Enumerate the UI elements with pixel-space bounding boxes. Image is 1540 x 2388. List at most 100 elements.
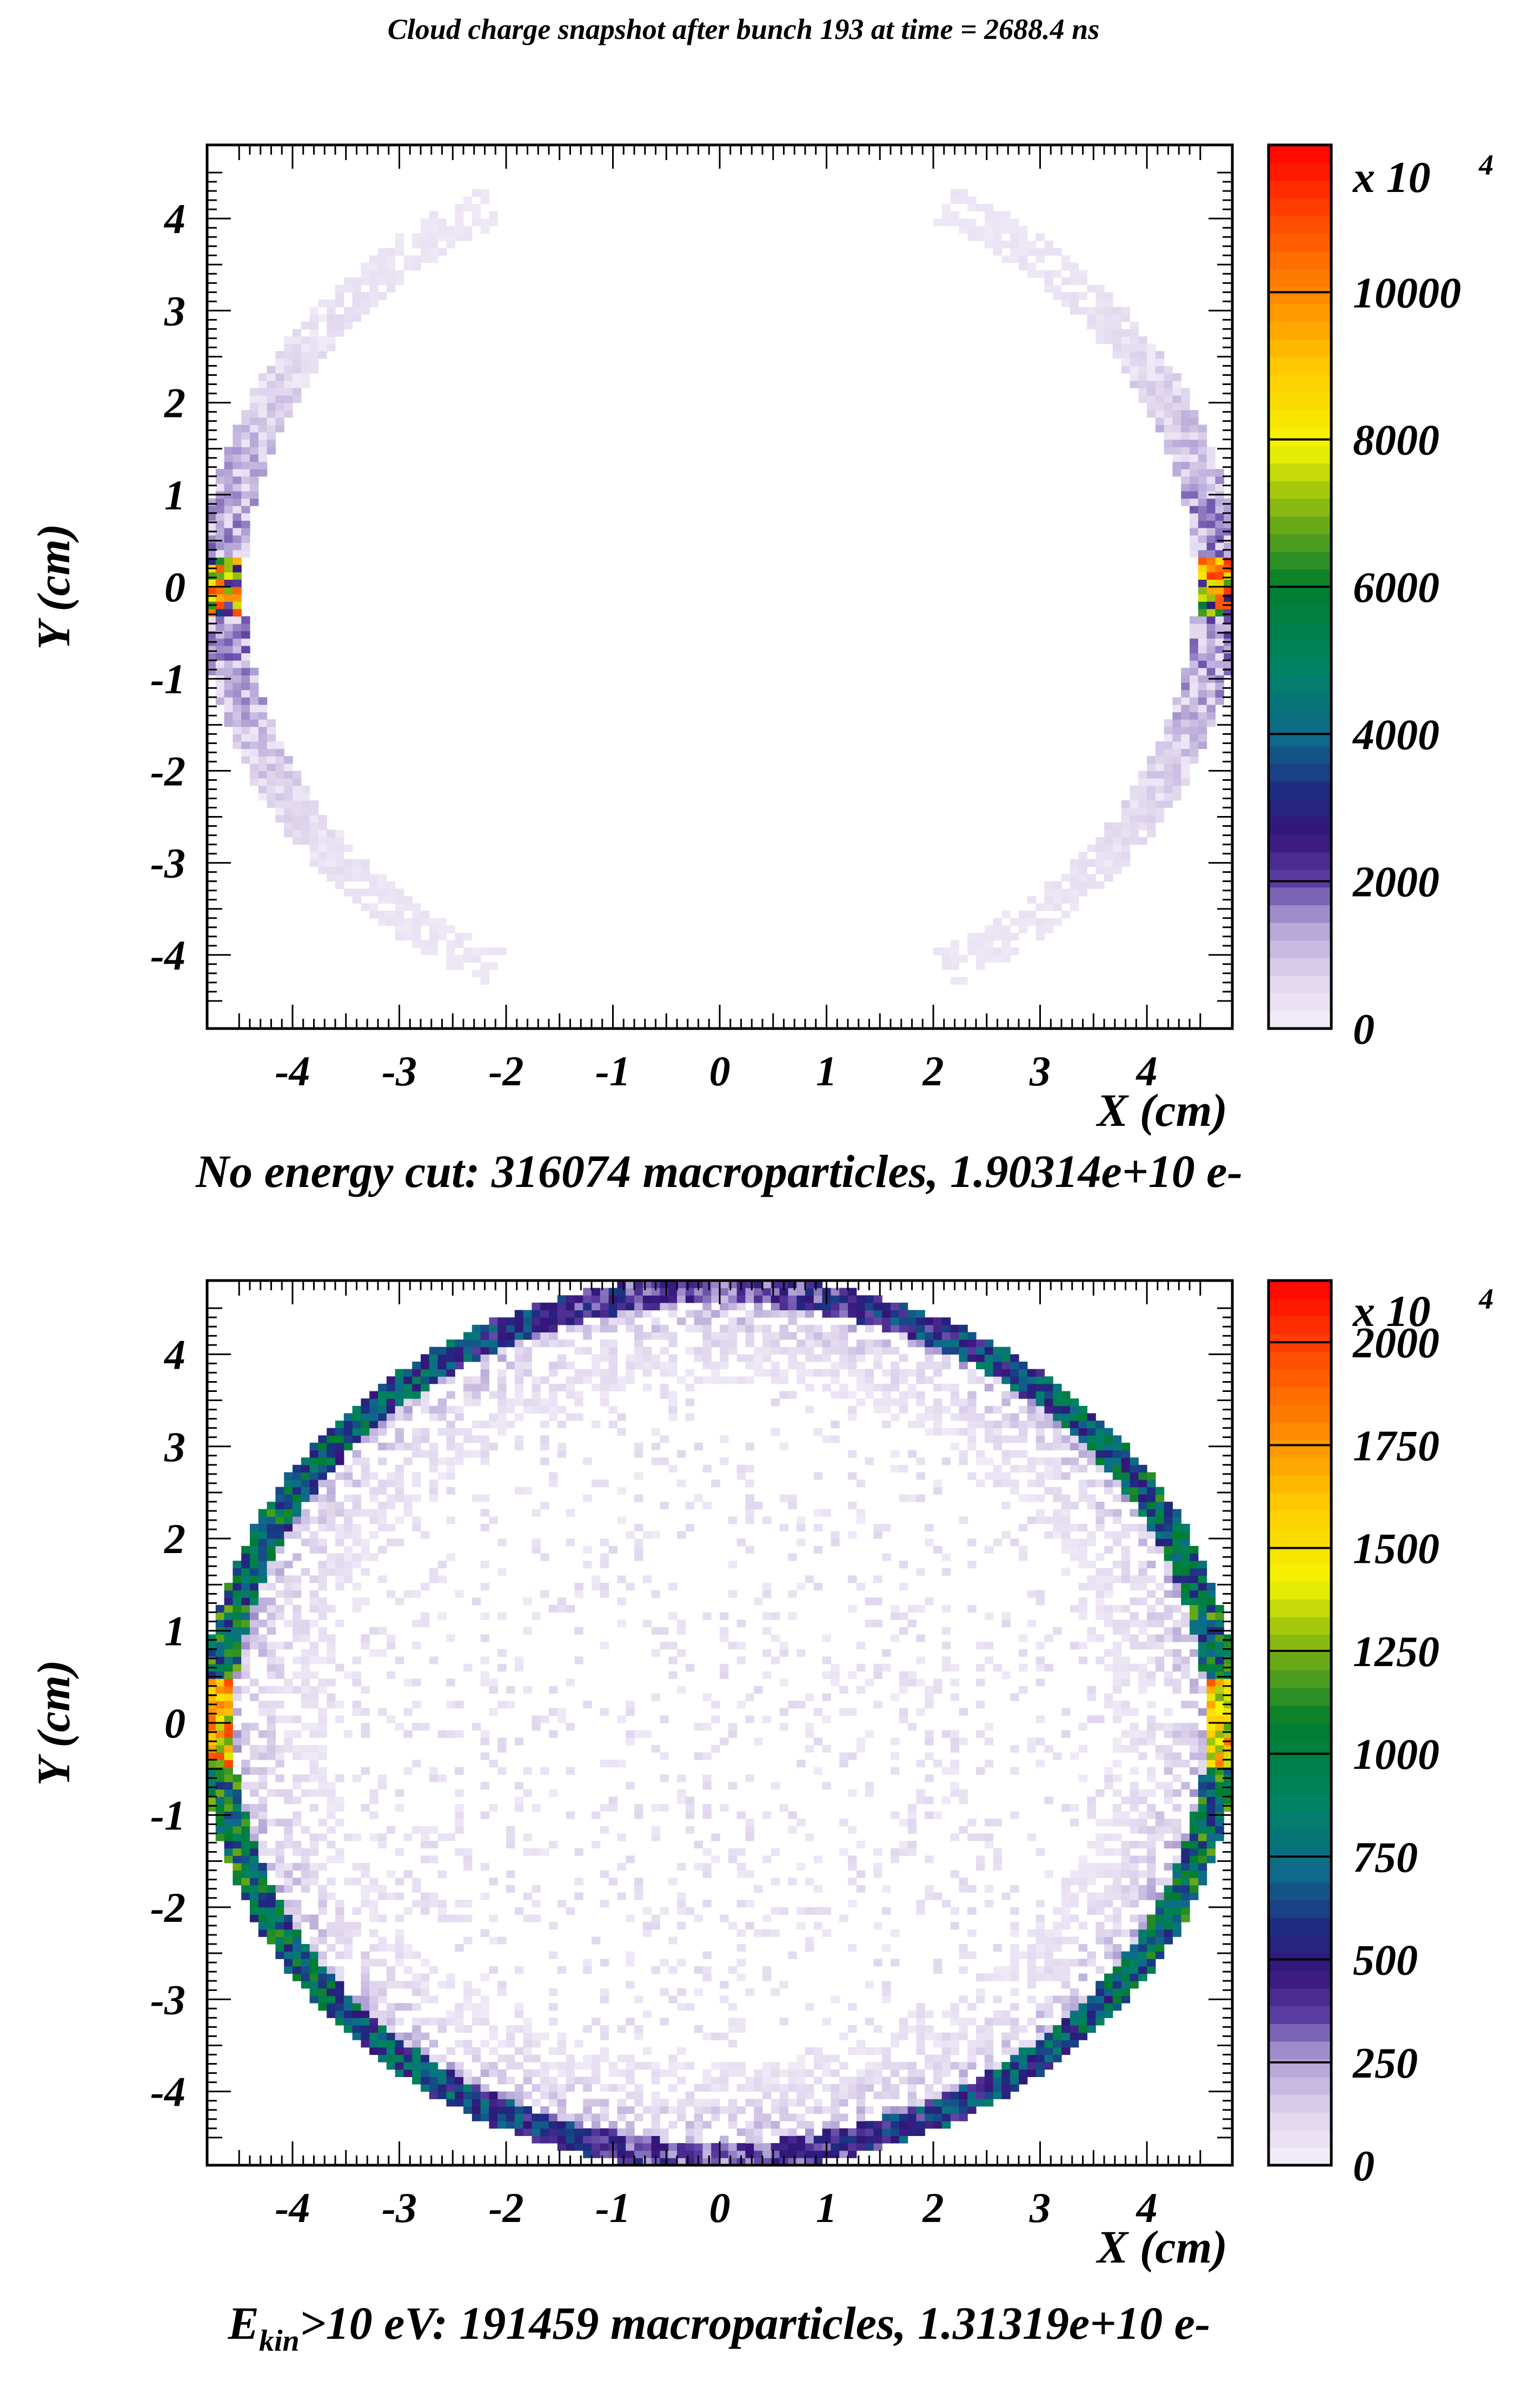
heatmap-cell bbox=[771, 2062, 780, 2070]
heatmap-cell bbox=[514, 1782, 524, 1790]
heatmap-cell bbox=[600, 1538, 609, 1547]
heatmap-cell bbox=[429, 918, 439, 926]
heatmap-cell bbox=[1206, 549, 1216, 558]
heatmap-cell bbox=[626, 1981, 635, 1989]
heatmap-cell bbox=[711, 2143, 720, 2151]
heatmap-cell bbox=[754, 2135, 763, 2144]
heatmap-cell bbox=[882, 1324, 891, 1332]
heatmap-cell bbox=[1019, 1494, 1028, 1502]
heatmap-cell bbox=[720, 2158, 729, 2166]
heatmap-cell bbox=[993, 2091, 1002, 2099]
heatmap-cell bbox=[215, 1715, 225, 1723]
heatmap-cell bbox=[1027, 1457, 1037, 1465]
heatmap-cell bbox=[933, 2113, 942, 2121]
heatmap-cell bbox=[608, 1878, 618, 1886]
heatmap-cell bbox=[455, 2018, 464, 2026]
heatmap-cell bbox=[574, 1391, 583, 1399]
heatmap-cell bbox=[250, 756, 259, 764]
heatmap-cell bbox=[301, 1487, 310, 1495]
heatmap-cell bbox=[788, 1295, 797, 1303]
heatmap-cell bbox=[412, 933, 421, 941]
heatmap-cell bbox=[1027, 1959, 1037, 1967]
heatmap-cell bbox=[1190, 712, 1199, 720]
heatmap-cell bbox=[736, 1959, 746, 1967]
heatmap-cell bbox=[395, 277, 404, 286]
heatmap-cell bbox=[711, 2077, 720, 2085]
heatmap-cell bbox=[437, 1376, 447, 1384]
heatmap-cell bbox=[694, 1914, 703, 1922]
heatmap-cell bbox=[642, 1295, 652, 1303]
heatmap-cell bbox=[762, 1324, 772, 1332]
heatmap-cell bbox=[514, 1413, 524, 1421]
heatmap-cell bbox=[258, 1892, 268, 1900]
heatmap-cell bbox=[822, 2135, 831, 2144]
heatmap-cell bbox=[839, 1346, 848, 1355]
heatmap-cell bbox=[668, 1995, 678, 2004]
heatmap-cell bbox=[1027, 248, 1037, 256]
heatmap-cell bbox=[532, 2084, 541, 2092]
heatmap-cell bbox=[1215, 638, 1224, 646]
heatmap-cell bbox=[668, 1612, 678, 1620]
heatmap-cell bbox=[343, 1545, 353, 1554]
heatmap-cell bbox=[293, 1922, 302, 1930]
heatmap-cell bbox=[1070, 896, 1079, 904]
heatmap-cell bbox=[822, 1346, 831, 1355]
heatmap-cell bbox=[523, 1597, 532, 1606]
heatmap-cell bbox=[1190, 645, 1199, 654]
heatmap-cell bbox=[309, 1701, 318, 1709]
heatmap-cell bbox=[241, 447, 250, 455]
heatmap-cell bbox=[455, 2099, 464, 2107]
heatmap-cell bbox=[1190, 697, 1199, 705]
heatmap-cell bbox=[754, 1295, 763, 1303]
heatmap-cell bbox=[267, 410, 276, 418]
heatmap-cell bbox=[258, 461, 268, 469]
heatmap-cell bbox=[472, 1988, 481, 1996]
heatmap-cell bbox=[284, 1914, 293, 1922]
heatmap-cell bbox=[891, 2069, 900, 2077]
heatmap-cell bbox=[642, 1310, 652, 1318]
heatmap-cell bbox=[267, 1701, 276, 1709]
heatmap-cell bbox=[771, 1907, 780, 1915]
heatmap-cell bbox=[455, 1428, 464, 1436]
heatmap-cell bbox=[207, 623, 216, 632]
heatmap-cell bbox=[839, 2077, 848, 2085]
heatmap-cell bbox=[720, 1804, 729, 1812]
heatmap-cell bbox=[412, 2018, 421, 2026]
heatmap-cell bbox=[429, 233, 439, 241]
heatmap-cell bbox=[241, 645, 250, 654]
heatmap-cell bbox=[352, 1413, 361, 1421]
heatmap-cell bbox=[224, 520, 233, 528]
heatmap-cell bbox=[959, 2077, 968, 2085]
heatmap-cell bbox=[361, 1642, 370, 1650]
heatmap-cell bbox=[728, 2025, 738, 2033]
colorbar-band bbox=[1269, 657, 1331, 676]
heatmap-cell bbox=[343, 277, 353, 286]
heatmap-cell bbox=[395, 2018, 404, 2026]
heatmap-cell bbox=[1027, 1421, 1037, 1429]
heatmap-cell bbox=[233, 439, 242, 447]
heatmap-cell bbox=[950, 218, 959, 227]
heatmap-cell bbox=[233, 1597, 242, 1606]
heatmap-cell bbox=[1206, 469, 1216, 477]
heatmap-cell bbox=[437, 1612, 447, 1620]
heatmap-cell bbox=[976, 1346, 985, 1355]
heatmap-cell bbox=[736, 1811, 746, 1819]
heatmap-cell bbox=[361, 1966, 370, 1974]
heatmap-cell bbox=[566, 1376, 575, 1384]
heatmap-cell bbox=[352, 2032, 361, 2040]
heatmap-cell bbox=[1121, 815, 1130, 823]
heatmap-cell bbox=[463, 1936, 473, 1945]
heatmap-cell bbox=[720, 1310, 729, 1318]
heatmap-cell bbox=[1138, 793, 1147, 801]
heatmap-cell bbox=[1001, 2084, 1011, 2092]
heatmap-cell bbox=[1155, 741, 1165, 749]
heatmap-cell bbox=[446, 1435, 455, 1443]
heatmap-cell bbox=[497, 1612, 507, 1620]
heatmap-cell bbox=[318, 1723, 327, 1731]
heatmap-cell bbox=[771, 2077, 780, 2085]
heatmap-cell bbox=[941, 203, 951, 212]
heatmap-cell bbox=[403, 1966, 413, 1974]
heatmap-cell bbox=[899, 1354, 908, 1362]
heatmap-cell bbox=[1019, 248, 1028, 256]
heatmap-cell bbox=[506, 2077, 515, 2085]
